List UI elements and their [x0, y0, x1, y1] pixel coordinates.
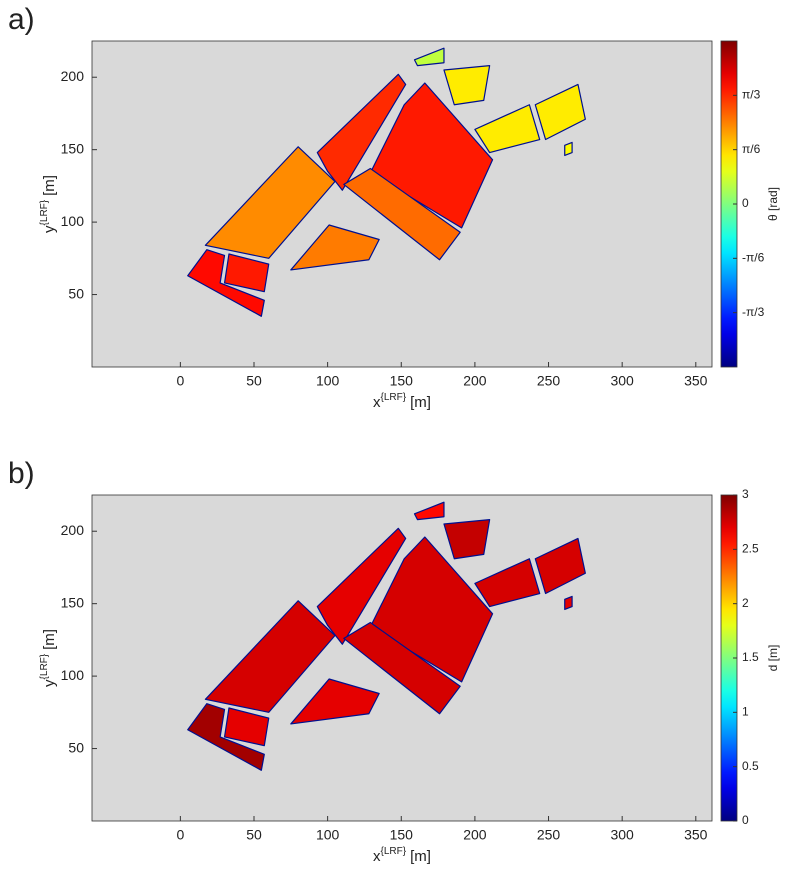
y-tick-label: 100 — [61, 213, 85, 229]
colorbar-tick-label: 0 — [742, 196, 749, 210]
x-tick-label: 250 — [537, 827, 561, 843]
label-base: x — [373, 394, 381, 411]
field-region — [474, 558, 541, 608]
field-region — [474, 104, 541, 154]
y-tick-label: 50 — [68, 285, 84, 301]
y-tick-label: 50 — [68, 739, 84, 755]
x-tick-label: 300 — [610, 827, 634, 843]
field-region — [413, 501, 445, 521]
field-region — [369, 536, 494, 683]
x-tick-label: 200 — [463, 827, 487, 843]
field-region — [369, 82, 494, 229]
x-tick-label: 0 — [176, 827, 184, 843]
x-tick-label: 300 — [610, 373, 634, 389]
field-region — [534, 537, 586, 595]
colorbar-tick-label: 1 — [742, 705, 749, 719]
colorbar-tick-label: 0.5 — [742, 759, 759, 773]
x-tick-label: 150 — [390, 827, 414, 843]
label-unit: [m] — [410, 394, 431, 411]
panel: b)0 50 100 150 200 250 300 35050100150200x{LRF}… — [8, 457, 780, 865]
x-tick-label: 200 — [463, 373, 487, 389]
label-sup: {LRF} — [381, 392, 407, 403]
x-tick-label: 100 — [316, 373, 340, 389]
field-region — [223, 707, 270, 747]
field-region — [443, 65, 491, 106]
field-region — [534, 83, 586, 141]
field-region — [564, 595, 573, 611]
label-sup: {LRF} — [39, 653, 50, 679]
axis-label: x{LRF} [m] — [373, 392, 431, 411]
plot-frame — [91, 494, 713, 822]
colorbar-tick-label: 1.5 — [742, 650, 759, 664]
label-sup: {LRF} — [381, 846, 407, 857]
field-region — [187, 249, 265, 317]
colorbar-tick-label: -π/6 — [742, 251, 765, 265]
label-unit: [m] — [41, 175, 58, 196]
axis-label: y{LRF} [m] — [39, 175, 58, 233]
field-region — [343, 621, 461, 715]
y-tick-label: 200 — [61, 522, 85, 538]
x-tick-label: 250 — [537, 373, 561, 389]
label-base: y — [41, 679, 58, 687]
panel-label: a) — [8, 3, 35, 36]
x-tick-label: 50 — [246, 827, 262, 843]
x-tick-label: 50 — [246, 373, 262, 389]
colorbar-tick-label: π/3 — [742, 88, 761, 102]
label-unit: [m] — [410, 848, 431, 865]
x-tick-label: 350 — [684, 827, 708, 843]
field-region — [443, 519, 491, 560]
colorbar-tick-label: 2 — [742, 596, 749, 610]
label-sup: {LRF} — [39, 199, 50, 225]
field-region — [223, 253, 270, 293]
field-region — [413, 47, 445, 67]
x-tick-label: 150 — [390, 373, 414, 389]
y-tick-label: 150 — [61, 594, 85, 610]
axis-label: y{LRF} [m] — [39, 629, 58, 687]
colorbar-label: d [m] — [766, 645, 780, 672]
colorbar-tick-label: 3 — [742, 487, 749, 501]
y-tick-label: 150 — [61, 140, 85, 156]
label-base: y — [41, 225, 58, 233]
panel-label: b) — [8, 457, 35, 490]
x-tick-label: 0 — [176, 373, 184, 389]
colorbar-tick-label: 2.5 — [742, 542, 759, 556]
axis-label: x{LRF} [m] — [373, 846, 431, 865]
x-tick-label: 350 — [684, 373, 708, 389]
plot-frame — [91, 40, 713, 368]
y-tick-label: 200 — [61, 68, 85, 84]
colorbar-tick-label: π/6 — [742, 142, 761, 156]
colorbar-label: θ [rad] — [766, 187, 780, 221]
field-region — [187, 703, 265, 771]
field-region — [564, 141, 573, 157]
label-unit: [m] — [41, 629, 58, 650]
label-base: x — [373, 848, 381, 865]
field-region — [316, 73, 407, 191]
field-region — [290, 224, 380, 271]
colorbar-tick-label: 0 — [742, 813, 749, 827]
field-region — [290, 678, 380, 725]
x-tick-label: 100 — [316, 827, 340, 843]
y-tick-label: 100 — [61, 667, 85, 683]
field-region — [343, 167, 461, 261]
field-region — [316, 527, 407, 645]
panel: a)0 50 100 150 200 250 300 35050100150200x{LRF}… — [8, 3, 780, 411]
colorbar-tick-label: -π/3 — [742, 305, 765, 319]
